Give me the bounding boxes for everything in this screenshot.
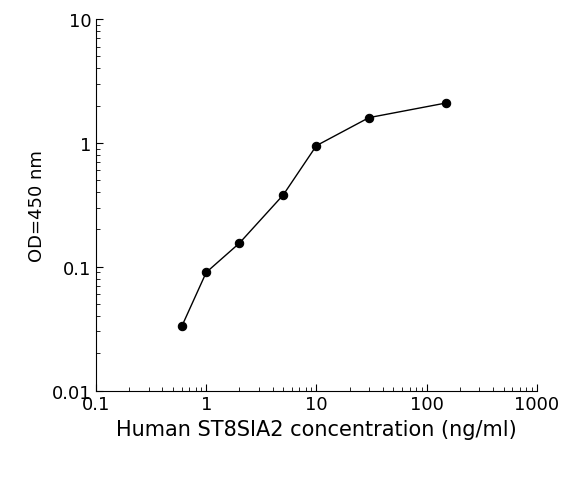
Y-axis label: OD=450 nm: OD=450 nm	[28, 150, 46, 261]
X-axis label: Human ST8SIA2 concentration (ng/ml): Human ST8SIA2 concentration (ng/ml)	[116, 419, 517, 439]
